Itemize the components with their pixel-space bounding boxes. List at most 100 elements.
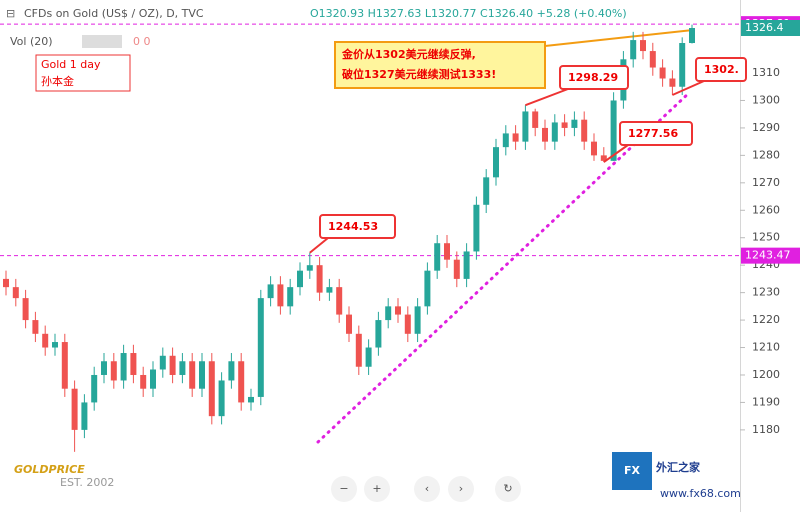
candle-body (189, 361, 196, 389)
candle-body (689, 28, 695, 44)
candle-body (61, 342, 68, 389)
candle-body (581, 119, 588, 142)
candle-body (571, 119, 578, 128)
volume-label: Vol (20) (10, 35, 53, 48)
candle-body (52, 342, 58, 348)
collapse-icon[interactable]: ⊟ (6, 7, 15, 20)
candle-body (199, 361, 205, 389)
callout-label: 1244.53 (328, 220, 378, 233)
comment-pointer (544, 29, 694, 47)
comment-line: 破位1327美元继续测试1333! (342, 67, 496, 81)
scroll-right[interactable] (448, 476, 474, 502)
scroll-right-icon: › (459, 482, 463, 495)
volume-values: 0 0 (133, 35, 151, 48)
candle-body (414, 306, 421, 334)
candle-body (32, 320, 39, 334)
zoom-out[interactable] (331, 476, 357, 502)
candle-body (561, 122, 568, 128)
candle-body (375, 320, 382, 348)
candle-body (404, 314, 411, 334)
candle-body (91, 374, 98, 403)
candle-body (444, 243, 450, 260)
candle-body (463, 251, 470, 279)
candle-body (159, 355, 166, 370)
reset[interactable] (495, 476, 521, 502)
candle-body (150, 369, 156, 389)
candle-body (551, 122, 558, 142)
y-tick-label: 1280 (752, 148, 780, 161)
candle-body (110, 361, 117, 381)
candle-body (630, 40, 637, 60)
brand-icon-text: FX (624, 464, 641, 477)
candle-body (669, 78, 676, 87)
scroll-left[interactable] (414, 476, 440, 502)
y-tick-label: 1250 (752, 231, 780, 244)
callout-pointer (603, 144, 629, 163)
candle-body (130, 353, 137, 375)
candle-body (228, 361, 235, 381)
candle-body (640, 40, 646, 52)
candle-body (483, 177, 490, 205)
y-tick-label: 1210 (752, 341, 780, 354)
candle-body (493, 147, 499, 178)
price-label-bg (741, 247, 800, 264)
comment-box (334, 41, 546, 89)
last-price-bg (741, 20, 800, 36)
candle-body (316, 265, 323, 293)
callout-label: 1302. (704, 63, 739, 76)
candle-body (591, 141, 597, 156)
callout-label: 1277.56 (628, 127, 678, 140)
candle-body (257, 298, 264, 397)
candle-body (346, 314, 352, 334)
scroll-left-icon: ‹ (425, 482, 429, 495)
reset-icon: ↻ (503, 482, 512, 495)
candle-body (179, 361, 186, 375)
comment-line: 金价从1302美元继续反弹, (341, 47, 476, 61)
note-box (35, 54, 131, 92)
note-line: Gold 1 day (41, 58, 101, 71)
ohlc: O1320.93 H1327.63 L1320.77 C1326.40 +5.2… (310, 7, 627, 20)
trend-line (316, 90, 692, 444)
y-tick-label: 1180 (752, 423, 780, 436)
callout-box (319, 214, 396, 239)
candle-body (424, 270, 431, 307)
candle-body (473, 204, 480, 252)
zoom-in[interactable] (364, 476, 390, 502)
candle-body (679, 43, 686, 87)
candle-body (22, 298, 29, 321)
candle-body (649, 51, 656, 68)
candle-body (355, 333, 362, 367)
candle-body (208, 361, 215, 417)
brand: 外汇之家 (655, 460, 701, 474)
candle-body (81, 402, 88, 430)
candle-body (532, 111, 539, 128)
logo-sub: EST. 2002 (60, 476, 114, 489)
last-price-label: 1326.4 (745, 21, 784, 34)
logo: GOLDPRICE (14, 463, 85, 476)
brand-icon (612, 452, 652, 490)
candle-body (502, 133, 509, 148)
candle-body (512, 133, 519, 142)
candle-body (453, 259, 460, 279)
callout-pointer (525, 88, 569, 107)
volume-controls[interactable] (82, 35, 122, 48)
candle-body (287, 287, 294, 307)
y-tick-label: 1230 (752, 286, 780, 299)
candle-body (522, 111, 529, 142)
candle-body (336, 287, 343, 315)
candle-body (297, 270, 303, 288)
price-label: 1243.47 (745, 249, 791, 262)
callout-pointer (309, 237, 329, 254)
candle-body (600, 155, 607, 161)
candle-body (267, 284, 274, 299)
callout-pointer (671, 80, 705, 96)
y-tick-label: 1300 (752, 93, 780, 106)
candle-body (140, 374, 147, 389)
candle-body (395, 306, 401, 315)
candle-body (12, 287, 19, 299)
note-line: 孙本金 (41, 74, 74, 88)
callout-box (559, 65, 629, 90)
symbol: CFDs on Gold (US$ / OZ), D, TVC (24, 7, 204, 20)
candle-body (277, 284, 284, 307)
